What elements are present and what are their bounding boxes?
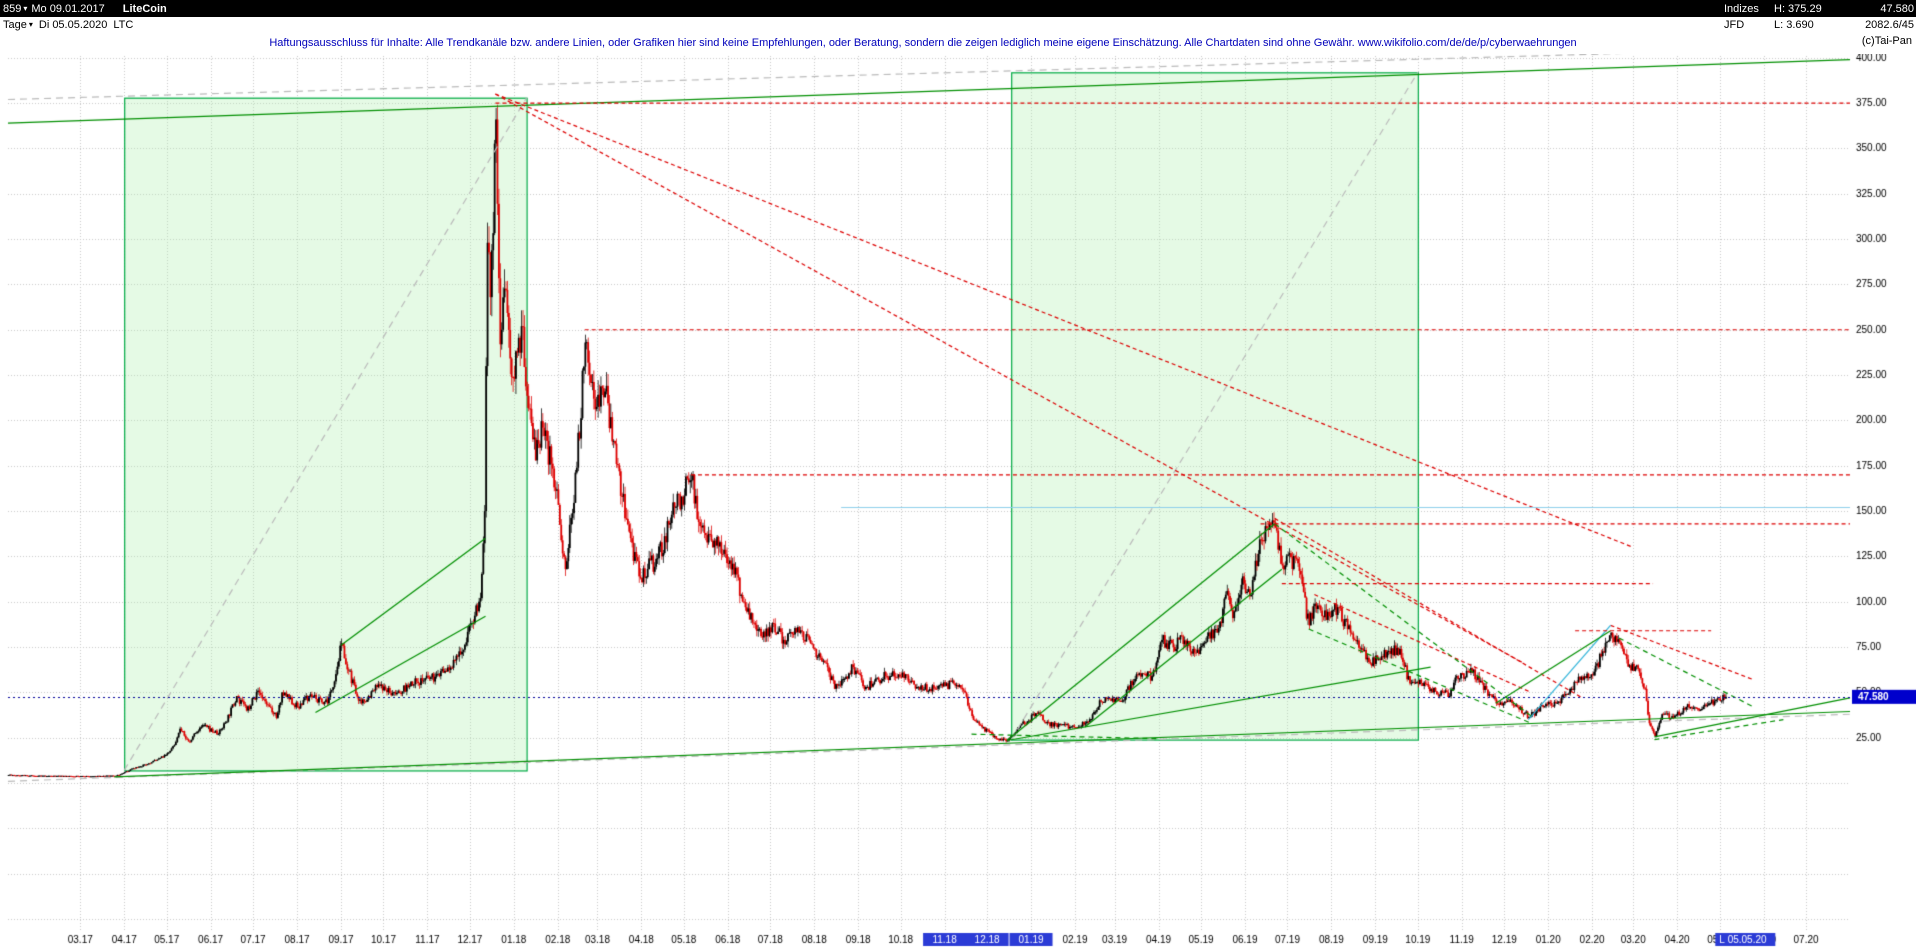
chart-start-date: Mo 09.01.2017 — [31, 2, 105, 15]
period-high: H: 375.29 — [1774, 2, 1822, 15]
symbol-label: LTC — [113, 18, 134, 31]
broker-label: JFD — [1724, 18, 1745, 31]
disclaimer-row: Haftungsausschluss für Inhalte: Alle Tre… — [0, 32, 1916, 54]
dropdown-caret-icon: ▾ — [28, 19, 33, 29]
cursor-date: Di 05.05.2020 — [38, 18, 108, 31]
quote-info-top: Indizes H: 375.29 47.580 — [1724, 3, 1916, 15]
bar-count-dropdown[interactable]: 859 ▾ — [3, 3, 27, 15]
bar-count: 859 — [3, 2, 22, 15]
period-low: L: 3.690 — [1774, 18, 1814, 31]
copyright-label: (c)Tai-Pan — [1861, 35, 1912, 47]
dropdown-caret-icon: ▾ — [23, 3, 28, 13]
datafeed-label: Indizes — [1724, 2, 1759, 15]
title-bar: 859 ▾ Mo 09.01.2017 LiteCoin Indizes H: … — [0, 0, 1916, 17]
instrument-name: LiteCoin — [122, 2, 167, 15]
toolbar-row: Tage ▾ Di 05.05.2020 LTC JFD L: 3.690 20… — [0, 17, 1916, 32]
disclaimer-text: Haftungsausschluss für Inhalte: Alle Tre… — [269, 37, 1577, 49]
timeframe-label: Tage — [3, 18, 27, 31]
last-price-top: 47.580 — [1880, 2, 1914, 15]
timeframe-dropdown[interactable]: Tage ▾ — [3, 19, 33, 31]
quote-extra: 2082.6/45 — [1865, 18, 1914, 31]
quote-info-bottom: JFD L: 3.690 2082.6/45 — [1724, 19, 1916, 31]
price-chart-canvas[interactable] — [0, 54, 1916, 952]
